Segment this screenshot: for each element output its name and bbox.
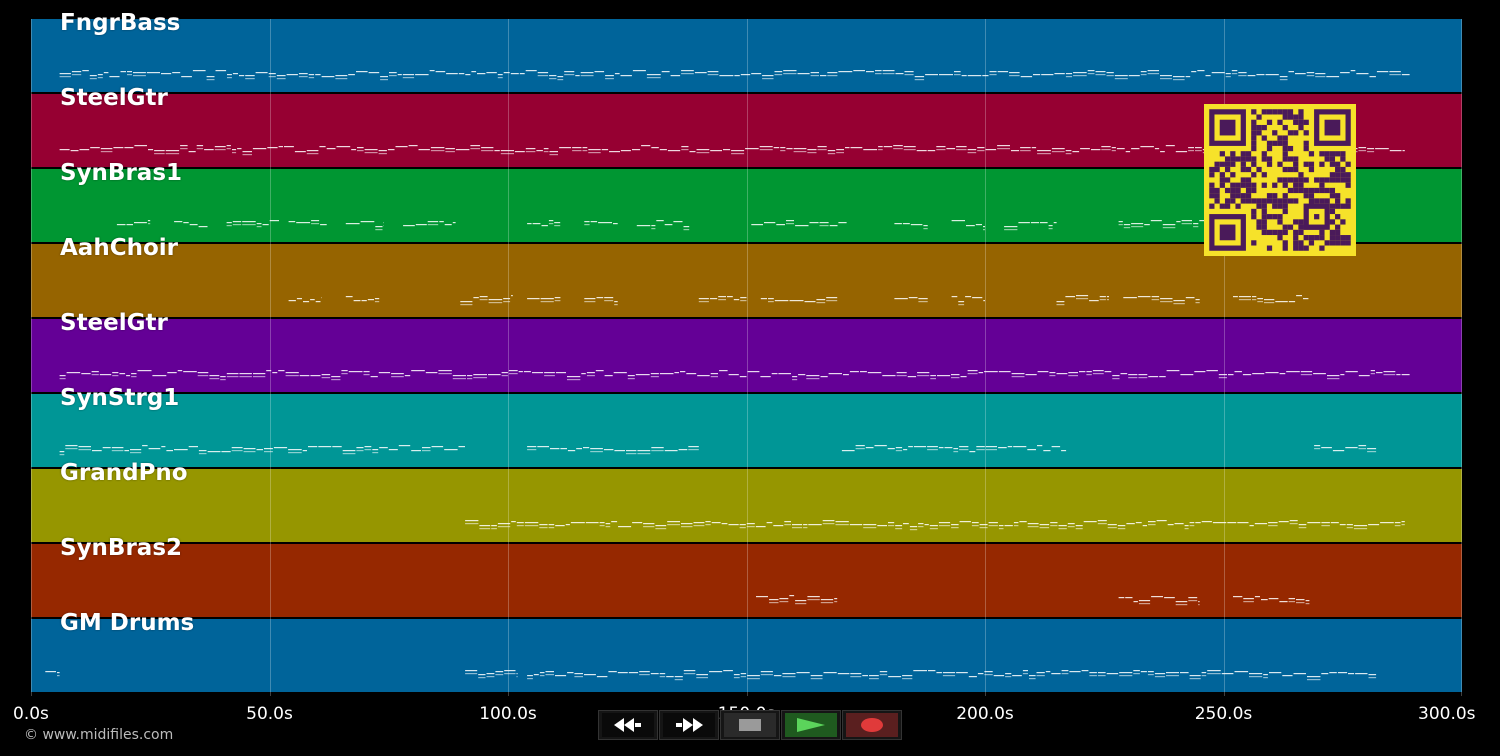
note-segment xyxy=(345,221,384,231)
note-segment xyxy=(527,670,1377,681)
note-segment xyxy=(1004,222,1057,231)
note-segment xyxy=(894,223,928,230)
track-grandpno[interactable]: GrandPno xyxy=(31,460,1462,542)
stop-button[interactable] xyxy=(720,710,780,740)
note-segment xyxy=(751,220,847,227)
play-button[interactable] xyxy=(781,710,841,740)
note-segment xyxy=(288,297,322,303)
note-segment xyxy=(403,221,456,227)
note-segment xyxy=(951,296,985,306)
note-segment xyxy=(698,296,747,303)
note-segment xyxy=(636,220,690,231)
record-icon xyxy=(861,718,883,732)
track-label: SteelGtr xyxy=(60,310,168,336)
note-lane xyxy=(288,295,1309,306)
note-segment xyxy=(1314,445,1377,453)
track-steelgtr[interactable]: SteelGtr xyxy=(31,310,1462,392)
note-segment xyxy=(288,220,327,226)
note-segment xyxy=(1233,596,1310,605)
track-synstrg1[interactable]: SynStrg1 xyxy=(31,385,1462,467)
note-segment xyxy=(527,220,561,227)
note-segment xyxy=(951,220,985,231)
note-segment xyxy=(59,370,1410,381)
play-icon xyxy=(797,718,825,732)
track-label: GrandPno xyxy=(60,460,188,486)
tick-label: 100.0s xyxy=(479,704,537,724)
note-segment xyxy=(894,297,928,303)
note-segment xyxy=(460,295,513,306)
note-segment xyxy=(527,297,561,303)
track-label: SynStrg1 xyxy=(60,385,180,411)
copyright-text: © www.midifiles.com xyxy=(24,727,174,743)
fast-forward-icon xyxy=(676,718,703,732)
note-lane xyxy=(45,670,1377,681)
note-segment xyxy=(584,221,618,226)
fast-forward-button[interactable] xyxy=(659,710,719,740)
note-segment xyxy=(584,297,618,306)
note-segment xyxy=(1233,295,1309,304)
note-segment xyxy=(756,595,838,605)
rewind-icon xyxy=(614,718,641,732)
stop-icon xyxy=(739,719,761,731)
note-segment xyxy=(345,296,380,303)
transport-controls xyxy=(598,710,903,740)
track-label: SynBras2 xyxy=(60,535,183,561)
note-segment xyxy=(841,445,1067,453)
note-segment xyxy=(226,220,279,228)
tick-label: 50.0s xyxy=(246,704,293,724)
tick-label: 300.0s xyxy=(1418,704,1476,724)
note-segment xyxy=(1123,296,1200,305)
note-lane xyxy=(465,520,1405,531)
note-segment xyxy=(1056,295,1109,306)
track-fngrbass[interactable]: FngrBass xyxy=(31,10,1462,92)
track-synbras2[interactable]: SynBras2 xyxy=(31,535,1462,617)
note-segment xyxy=(59,445,465,456)
note-segment xyxy=(116,220,151,226)
record-button[interactable] xyxy=(842,710,902,740)
note-segment xyxy=(1118,596,1200,606)
rewind-button[interactable] xyxy=(598,710,658,740)
tick-label: 250.0s xyxy=(1194,704,1253,724)
note-lane xyxy=(59,70,1410,81)
note-lane xyxy=(59,370,1410,381)
note-lane xyxy=(59,445,1377,456)
track-label: SynBras1 xyxy=(60,160,183,186)
note-segment xyxy=(1118,220,1214,229)
note-segment xyxy=(59,70,1410,81)
note-segment xyxy=(760,297,838,304)
note-lane xyxy=(116,220,1214,231)
tick-label: 200.0s xyxy=(956,704,1014,724)
track-label: GM Drums xyxy=(60,610,195,636)
track-label: FngrBass xyxy=(60,10,181,36)
note-segment xyxy=(45,671,60,677)
note-lane xyxy=(756,595,1310,606)
note-segment xyxy=(465,670,518,679)
track-gm-drums[interactable]: GM Drums xyxy=(31,610,1462,692)
qr-code-icon xyxy=(1204,104,1356,256)
track-label: AahChoir xyxy=(60,235,178,261)
tick-label: 0.0s xyxy=(13,704,49,724)
track-aahchoir[interactable]: AahChoir xyxy=(31,235,1462,317)
track-label: SteelGtr xyxy=(60,85,168,111)
note-segment xyxy=(527,446,699,455)
note-segment xyxy=(465,520,1405,531)
note-segment xyxy=(174,221,208,228)
